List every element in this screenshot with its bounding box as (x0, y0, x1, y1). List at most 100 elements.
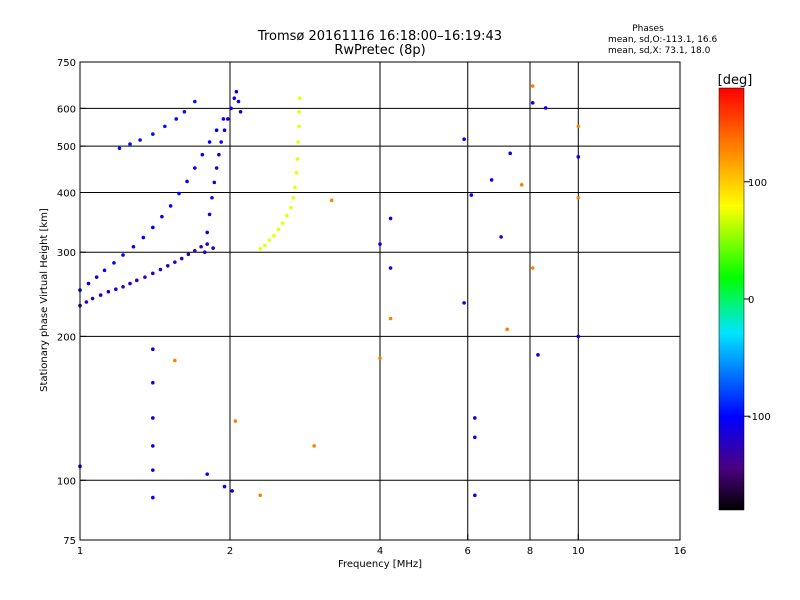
echo-point (233, 419, 238, 423)
echo-point (160, 214, 164, 219)
echo-point (234, 89, 239, 94)
echo-point (173, 260, 177, 264)
echo-point (297, 110, 301, 114)
echo-point (221, 117, 226, 121)
echo-point (530, 101, 535, 105)
echo-point (576, 124, 581, 129)
echo-point (536, 353, 540, 357)
echo-point (576, 155, 581, 159)
echo-point (121, 253, 125, 257)
echo-point (151, 444, 155, 448)
y-tick-label: 75 (63, 536, 76, 547)
y-tick-label: 200 (57, 332, 76, 343)
echo-point (177, 191, 181, 196)
echo-point (86, 281, 91, 286)
x-tick-label: 10 (572, 546, 585, 557)
x-tick-label: 1 (77, 546, 83, 557)
echo-point (173, 358, 177, 363)
echo-point (519, 183, 524, 187)
echo-point (205, 472, 209, 476)
echo-point (214, 128, 219, 132)
echo-point (117, 146, 122, 151)
echo-point (163, 124, 167, 129)
echo-point (388, 266, 393, 270)
echo-point (473, 416, 477, 420)
chart-subtitle: RwPretec (8p) (334, 43, 425, 58)
echo-point (295, 157, 300, 161)
colorbar-tick-label: 0 (748, 295, 754, 306)
colorbar (718, 87, 745, 511)
echo-point (168, 204, 173, 208)
echo-point (499, 235, 503, 239)
echo-point (205, 242, 209, 246)
echo-point (179, 256, 184, 261)
echo-point (469, 193, 474, 197)
echo-point (272, 233, 276, 238)
y-tick-label: 400 (57, 188, 76, 199)
grid-lines (80, 62, 680, 540)
echo-point (530, 84, 535, 88)
echo-point (489, 178, 494, 182)
echo-point (263, 243, 267, 248)
y-tick-label: 750 (57, 58, 76, 69)
echo-point (207, 140, 212, 144)
echo-point (141, 235, 146, 240)
x-axis-ticks: 1 2 4 6 8 10 16 (77, 534, 687, 557)
phases-header: Phases (632, 24, 664, 34)
echo-point (205, 230, 209, 235)
echo-point (151, 380, 155, 385)
echo-point (284, 213, 289, 218)
echo-point (388, 316, 393, 321)
echo-points (78, 84, 581, 500)
echo-point (222, 484, 227, 489)
echo-point (151, 132, 155, 136)
phases-line-x: mean, sd,X: 73.1, 18.0 (608, 46, 711, 56)
echo-point (230, 489, 234, 493)
echo-point (232, 96, 237, 100)
echo-point (193, 166, 197, 170)
echo-point (473, 493, 477, 498)
y-tick-label: 600 (57, 104, 76, 115)
echo-point (193, 249, 197, 253)
echo-point (378, 242, 382, 246)
echo-point (202, 250, 207, 255)
echo-point (151, 271, 155, 276)
echo-point (199, 244, 203, 249)
x-tick-label: 16 (674, 546, 687, 557)
echo-point (222, 128, 227, 132)
echo-point (217, 152, 221, 157)
y-tick-label: 500 (57, 142, 76, 153)
echo-point (238, 110, 243, 114)
echo-point (151, 225, 155, 230)
x-tick-label: 4 (377, 546, 383, 557)
echo-point (219, 140, 223, 144)
echo-point (291, 195, 296, 200)
echo-point (508, 151, 512, 156)
echo-point (193, 99, 197, 104)
echo-point (211, 246, 215, 250)
echo-point (294, 170, 299, 175)
echo-point (226, 117, 230, 121)
phases-line-o: mean, sd,O:-113.1, 16.6 (608, 35, 718, 45)
echo-point (329, 198, 334, 203)
chart-title: Tromsø 20161116 16:18:00–16:19:43 (257, 29, 502, 44)
y-axis-ticks: 75 100 200 300 400 500 600 750 (57, 58, 86, 547)
echo-point (276, 227, 281, 232)
echo-point (94, 275, 99, 279)
colorbar-ticks: 100 0 -100 (744, 178, 771, 423)
colorbar-label: [deg] (718, 73, 753, 88)
echo-point (289, 205, 293, 210)
echo-point (134, 278, 139, 283)
echo-point (200, 152, 205, 157)
echo-point (296, 140, 300, 144)
echo-point (131, 244, 136, 249)
echo-point (174, 117, 179, 121)
echo-point (258, 246, 263, 251)
echo-point (185, 179, 189, 184)
echo-point (151, 347, 155, 352)
x-tick-label: 8 (527, 546, 533, 557)
y-tick-label: 300 (57, 248, 76, 259)
echo-point (462, 137, 466, 142)
echo-point (186, 252, 191, 257)
